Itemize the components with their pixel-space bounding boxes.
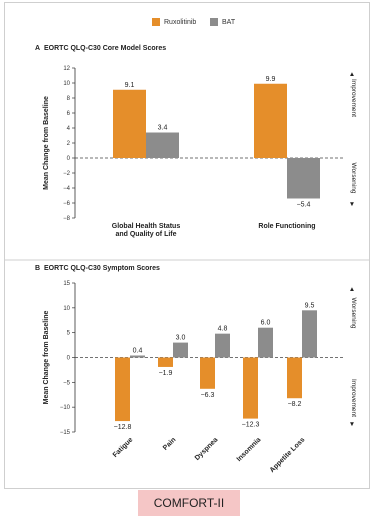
category-label-role-functioning: Role Functioning <box>258 223 315 230</box>
y-tick-label: 6 <box>67 111 71 117</box>
y-tick-label: 12 <box>63 66 70 72</box>
panel-title: EORTC QLQ-C30 Core Model Scores <box>44 45 166 52</box>
y-tick-label: −2 <box>63 171 71 177</box>
data-label-bat-fatigue: 0.4 <box>133 348 143 355</box>
chart-svg: A EORTC QLQ-C30 Core Model Scores 12 10 8 6 4 2… <box>5 45 369 474</box>
panel-a: A EORTC QLQ-C30 Core Model Scores 12 10 8 6 4 2… <box>35 45 357 238</box>
data-label-bat-dyspnea: 4.8 <box>218 326 228 333</box>
category-label-pain: Pain <box>162 436 177 451</box>
y-axis-label: Mean Change from Baseline <box>43 96 50 190</box>
panel-letter: A <box>35 45 40 52</box>
panel-letter: B <box>35 265 40 272</box>
bar-ruxolitinib-role-functioning <box>254 83 287 158</box>
side-label-top: Worsening <box>350 298 357 329</box>
category-label-dyspnea: Dyspnea <box>194 436 220 462</box>
data-label-bat-global-health-status-and-quality-of-life: 3.4 <box>158 125 168 132</box>
bar-bat-pain <box>173 342 188 358</box>
category-label-line: Role Functioning <box>258 223 315 230</box>
y-tick-label: 15 <box>63 281 70 287</box>
panel-title: EORTC QLQ-C30 Symptom Scores <box>44 265 160 272</box>
category-label-global-health-status-and-quality-of-life: Global Health Status and Quality of Life <box>112 223 181 238</box>
legend-label-ruxolitinib: Ruxolitinib <box>164 18 197 26</box>
legend-item-bat: BAT <box>210 18 235 26</box>
data-label-ruxolitinib-global-health-status-and-quality-of-life: 9.1 <box>125 82 135 89</box>
bar-ruxolitinib-dyspnea <box>200 357 215 389</box>
data-label-bat-role-functioning: −5.4 <box>297 202 311 209</box>
arrow-down-icon: ▼ <box>349 421 355 428</box>
bar-ruxolitinib-fatigue <box>115 357 130 422</box>
y-tick-label: 0 <box>67 156 71 162</box>
category-label-insomnia: Insomnia <box>236 436 263 463</box>
footer-label: COMFORT-II <box>138 490 240 516</box>
side-label-bottom: Worsening <box>350 163 357 194</box>
y-tick-label: 2 <box>67 141 71 147</box>
bar-ruxolitinib-pain <box>158 357 173 367</box>
category-label-line: Global Health Status <box>112 223 181 230</box>
bar-ruxolitinib-appetite-loss <box>287 357 302 399</box>
side-label-top: Improvement <box>350 79 357 117</box>
data-label-ruxolitinib-dyspnea: −6.3 <box>201 392 215 399</box>
data-label-bat-pain: 3.0 <box>176 335 186 342</box>
bar-bat-dyspnea <box>215 333 230 358</box>
y-tick-label: 10 <box>63 306 70 312</box>
bar-bat-role-functioning <box>287 158 320 199</box>
y-tick-label: −6 <box>63 201 71 207</box>
y-tick-label: 10 <box>63 81 70 87</box>
data-label-bat-appetite-loss: 9.5 <box>305 302 315 309</box>
y-axis-label: Mean Change from Baseline <box>43 311 50 405</box>
bar-ruxolitinib-global-health-status-and-quality-of-life <box>113 89 146 158</box>
data-label-ruxolitinib-fatigue: −12.8 <box>114 424 132 431</box>
y-tick-label: 0 <box>67 356 71 362</box>
y-tick-label: −5 <box>63 380 71 386</box>
y-tick-label: 8 <box>67 96 71 102</box>
legend-swatch-bat <box>210 18 218 26</box>
y-tick-label: 5 <box>67 331 71 337</box>
data-label-ruxolitinib-appetite-loss: −8.2 <box>288 401 302 408</box>
panel-b: B EORTC QLQ-C30 Symptom Scores 15 10 5 0 −5 −10… <box>5 259 369 474</box>
data-label-ruxolitinib-insomnia: −12.3 <box>242 422 260 429</box>
arrow-up-icon: ▲ <box>349 71 355 78</box>
data-label-bat-insomnia: 6.0 <box>261 320 271 327</box>
figure-frame <box>4 2 370 489</box>
y-tick-label: −8 <box>63 216 71 222</box>
y-tick-label: −4 <box>63 186 71 192</box>
legend-label-bat: BAT <box>222 18 236 26</box>
y-tick-label: −10 <box>60 405 71 411</box>
bar-bat-global-health-status-and-quality-of-life <box>146 132 179 158</box>
legend-swatch-ruxolitinib <box>152 18 160 26</box>
category-label-appetite-loss: Appetite Loss <box>269 436 307 474</box>
bar-bat-appetite-loss <box>302 310 317 358</box>
arrow-up-icon: ▲ <box>349 286 355 293</box>
bar-bat-fatigue <box>130 355 145 358</box>
bar-ruxolitinib-insomnia <box>243 357 258 419</box>
y-tick-label: 4 <box>67 126 71 132</box>
chart-legend: Ruxolitinib BAT <box>130 16 350 30</box>
category-label-line: and Quality of Life <box>115 231 176 238</box>
side-label-bottom: Improvement <box>350 379 357 417</box>
arrow-down-icon: ▼ <box>349 201 355 208</box>
legend-item-ruxolitinib: Ruxolitinib <box>152 18 196 26</box>
data-label-ruxolitinib-pain: −1.9 <box>159 370 173 377</box>
bar-bat-insomnia <box>258 327 273 358</box>
data-label-ruxolitinib-role-functioning: 9.9 <box>266 76 276 83</box>
category-label-fatigue: Fatigue <box>112 436 135 459</box>
y-tick-label: −15 <box>60 430 71 436</box>
